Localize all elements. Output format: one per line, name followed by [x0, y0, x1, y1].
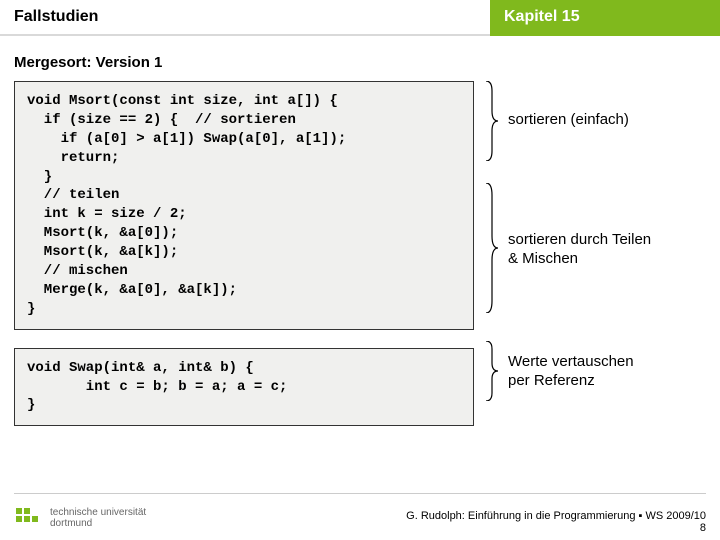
code-box-swap: void Swap(int& a, int& b) { int c = b; b…: [14, 348, 474, 427]
annotation-divide-merge: sortieren durch Teilen & Mischen: [508, 231, 651, 269]
university-line1: technische universität: [50, 507, 146, 518]
brace-icon: [484, 183, 498, 313]
university-name: technische universität dortmund: [50, 507, 146, 529]
annotation-simple-sort: sortieren (einfach): [508, 111, 629, 130]
slide-header: Fallstudien Kapitel 15: [0, 0, 720, 36]
university-logo: technische universität dortmund: [14, 504, 146, 532]
footer-page: 8: [406, 522, 706, 534]
footer-credit: G. Rudolph: Einführung in die Programmie…: [406, 510, 706, 522]
university-line2: dortmund: [50, 518, 146, 529]
slide-subtitle: Mergesort: Version 1: [0, 36, 720, 81]
tu-logo-icon: [14, 504, 42, 532]
code-box-msort: void Msort(const int size, int a[]) { if…: [14, 81, 474, 330]
header-chapter: Kapitel 15: [490, 0, 720, 36]
annotation-column: sortieren (einfach) sortieren durch Teil…: [484, 81, 706, 444]
code-column: void Msort(const int size, int a[]) { if…: [14, 81, 474, 444]
header-topic: Fallstudien: [0, 0, 490, 36]
slide-footer: G. Rudolph: Einführung in die Programmie…: [406, 510, 706, 534]
footer-divider: [14, 493, 706, 494]
brace-icon: [484, 341, 498, 401]
content-area: void Msort(const int size, int a[]) { if…: [0, 81, 720, 444]
annotation-swap: Werte vertauschen per Referenz: [508, 353, 634, 391]
brace-icon: [484, 81, 498, 161]
